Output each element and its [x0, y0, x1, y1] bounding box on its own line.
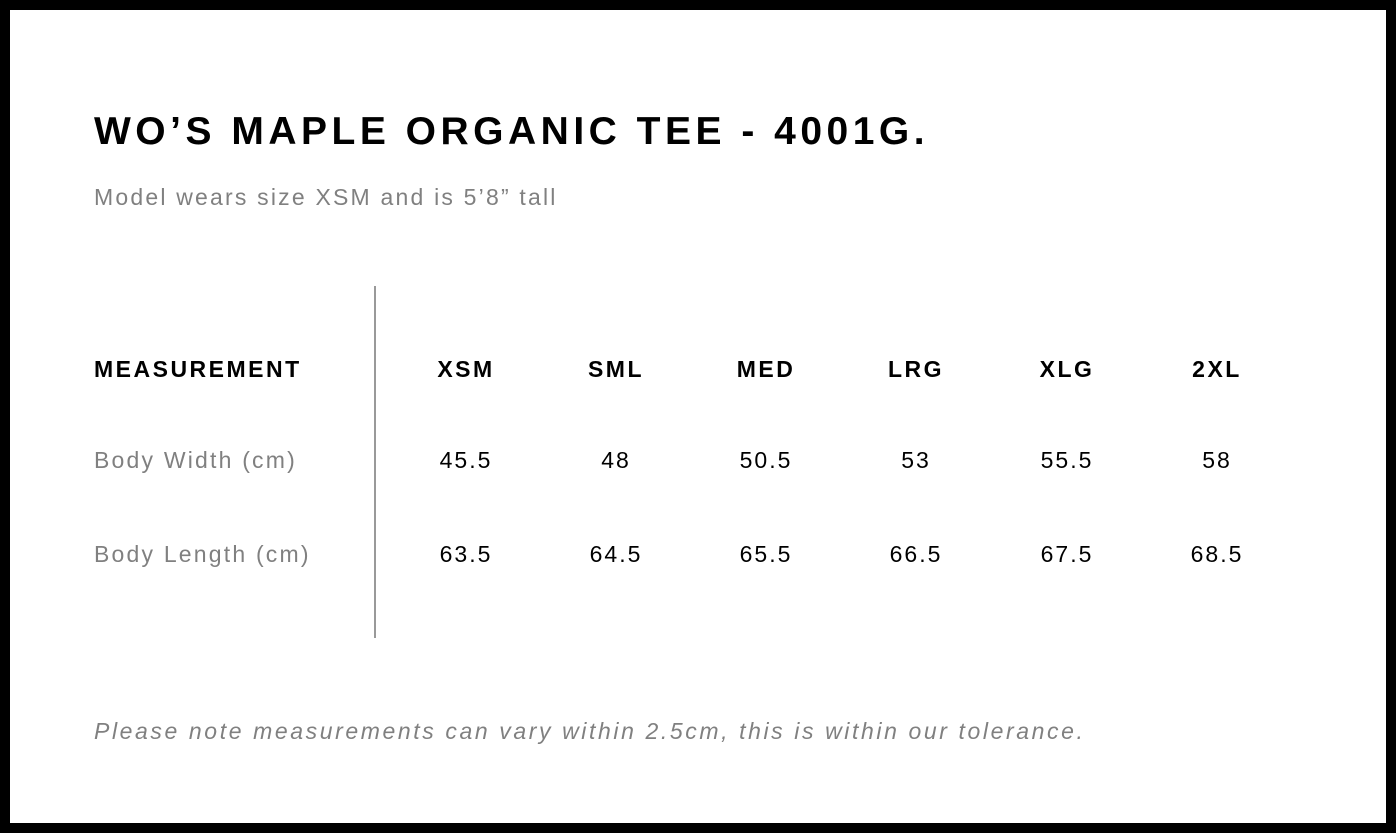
size-header: MED — [736, 356, 796, 382]
divider — [374, 286, 376, 638]
size-header: 2XL — [1192, 356, 1242, 382]
size-chart-card: WO’S MAPLE ORGANIC TEE - 4001G. Model we… — [10, 10, 1386, 823]
table-cell: 45.5 — [439, 447, 493, 473]
subtitle: Model wears size XSM and is 5’8” tall — [94, 184, 558, 210]
measurement-header: MEASUREMENT — [94, 356, 302, 382]
size-header: XSM — [437, 356, 495, 382]
table-cell: 58 — [1202, 447, 1232, 473]
table-cell: 65.5 — [739, 541, 793, 567]
table-cell: 67.5 — [1040, 541, 1094, 567]
page-title: WO’S MAPLE ORGANIC TEE - 4001G. — [94, 110, 930, 153]
table-cell: 68.5 — [1190, 541, 1244, 567]
size-header: SML — [587, 356, 645, 382]
tolerance-note: Please note measurements can vary within… — [94, 718, 1086, 744]
table-cell: 64.5 — [589, 541, 643, 567]
row-label: Body Length (cm) — [94, 541, 311, 567]
size-header: XLG — [1039, 356, 1095, 382]
size-header: LRG — [887, 356, 945, 382]
table-cell: 48 — [601, 447, 631, 473]
table-cell: 50.5 — [739, 447, 793, 473]
row-label: Body Width (cm) — [94, 447, 297, 473]
table-cell: 63.5 — [439, 541, 493, 567]
table-cell: 55.5 — [1040, 447, 1094, 473]
table-cell: 53 — [901, 447, 931, 473]
table-cell: 66.5 — [889, 541, 943, 567]
